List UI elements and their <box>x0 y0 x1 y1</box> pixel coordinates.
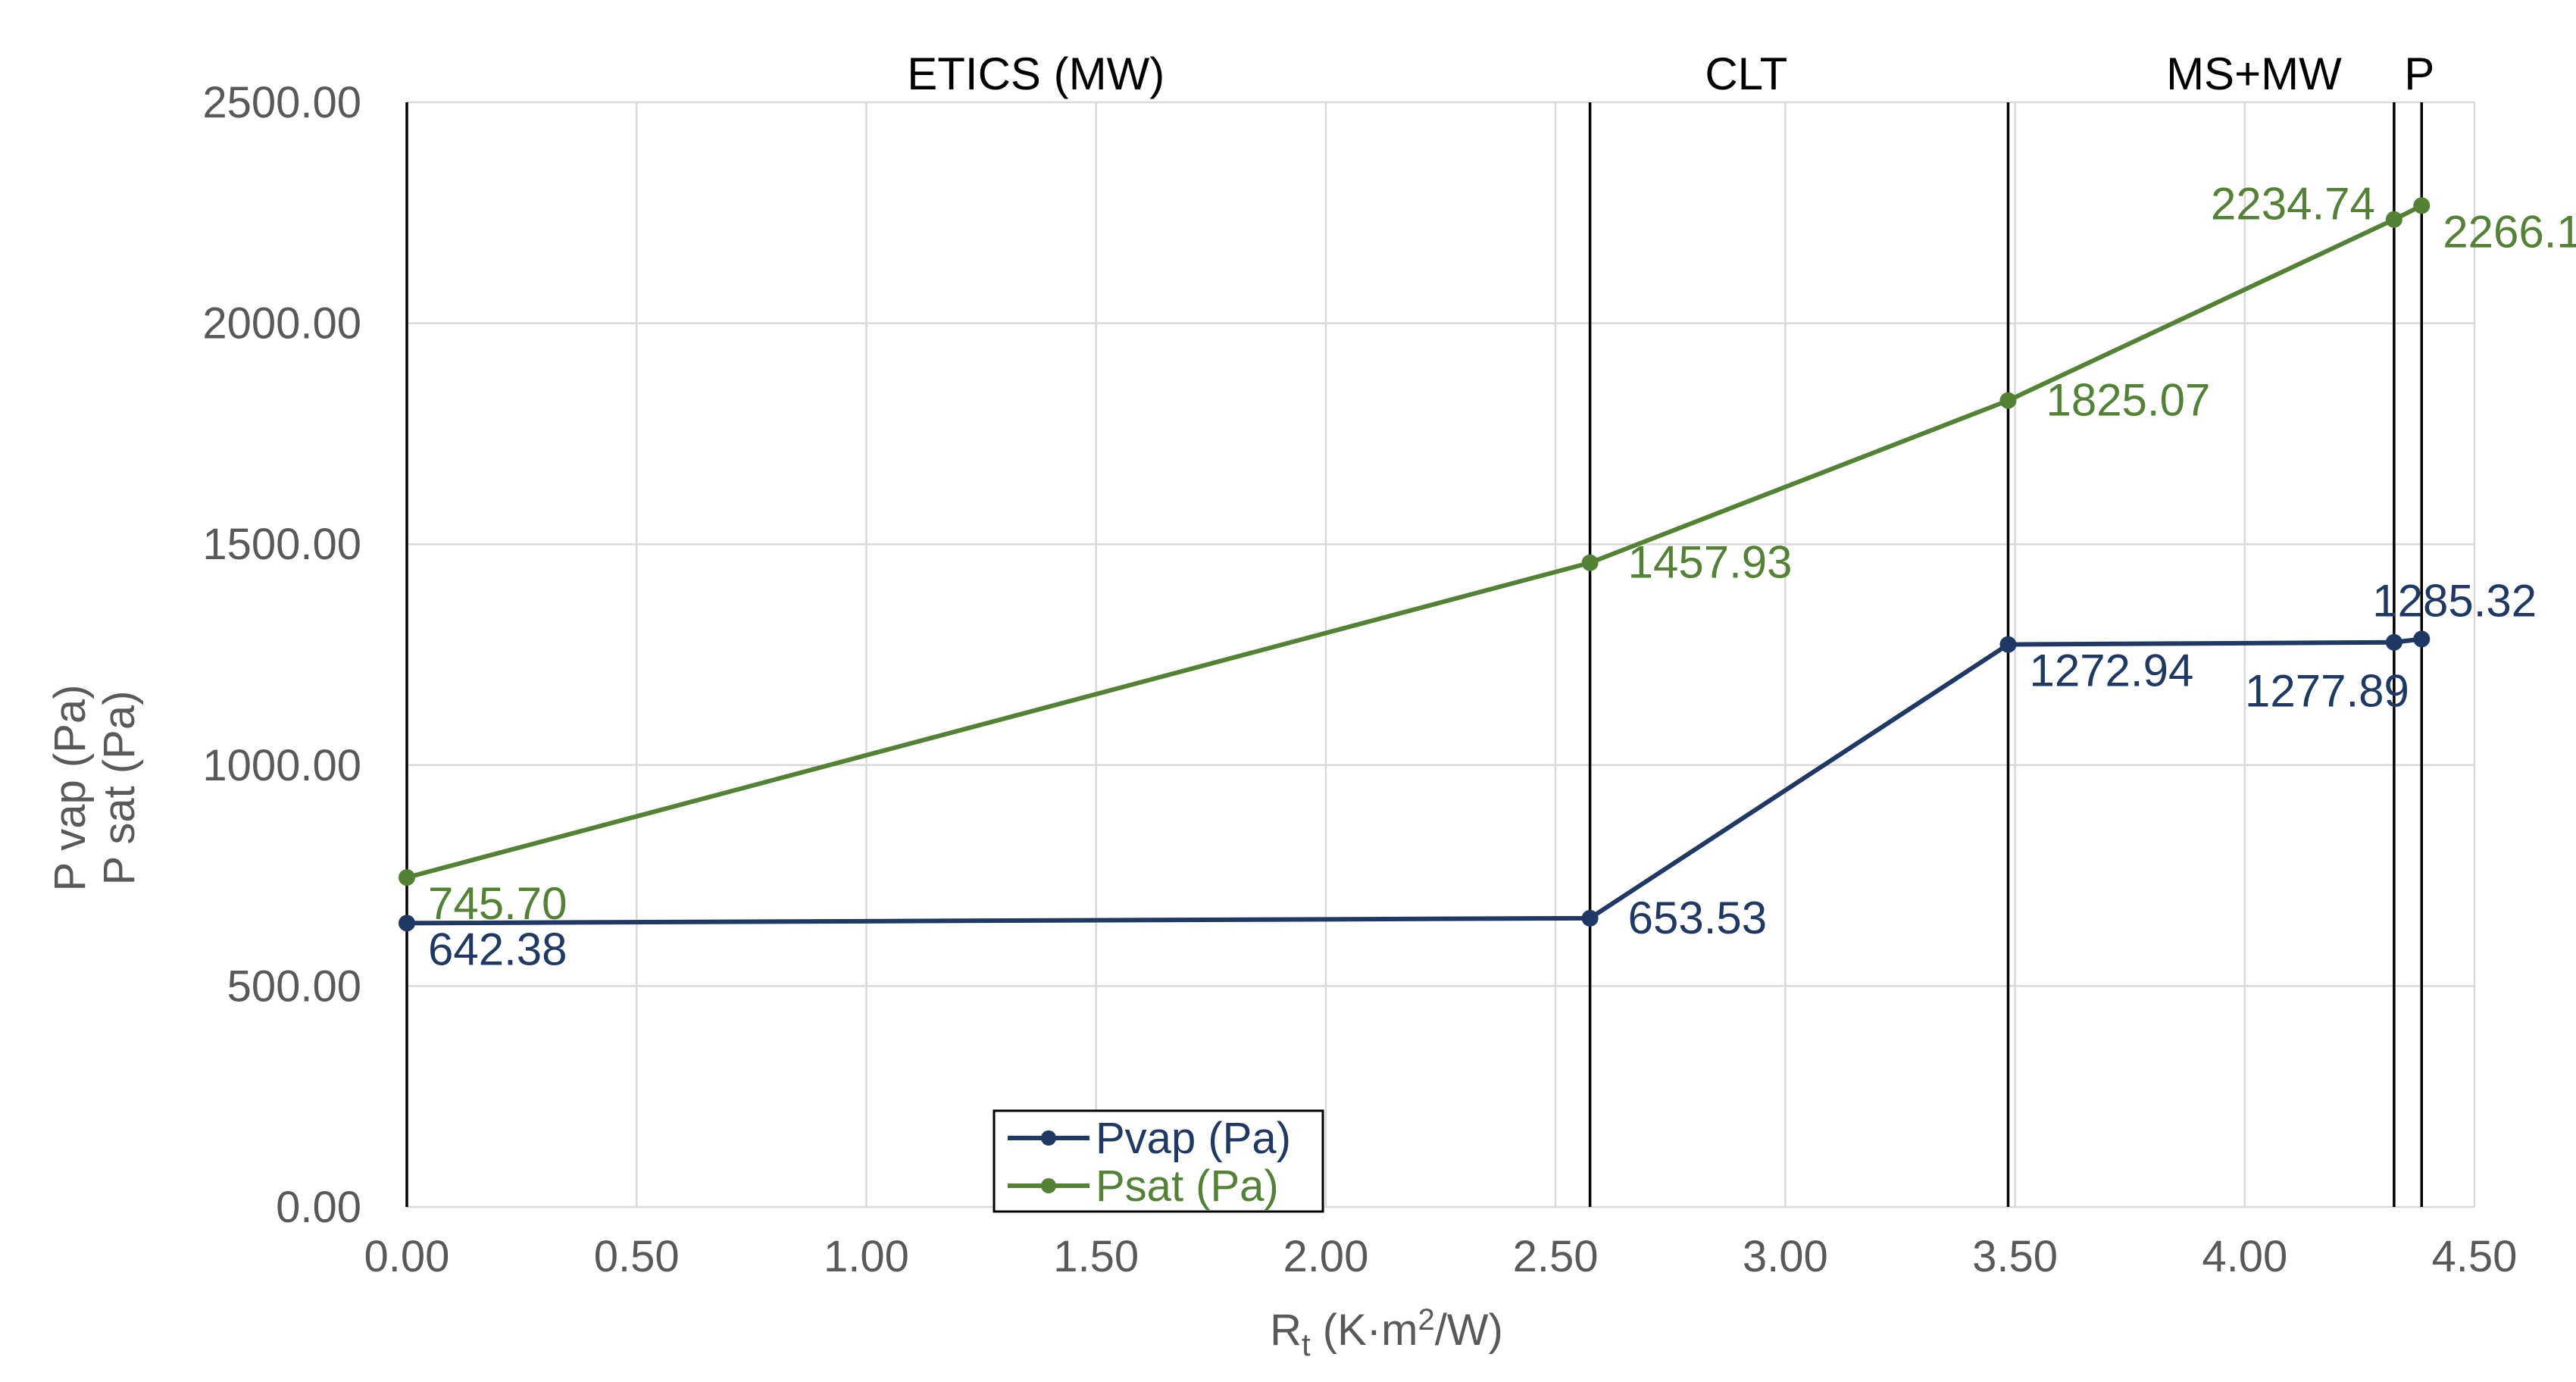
data-point-psat <box>2413 197 2431 214</box>
legend: Pvap (Pa) Psat (Pa) <box>993 1109 1324 1213</box>
y-tick-label: 0.00 <box>276 1183 361 1232</box>
data-point-pvap <box>1581 909 1599 927</box>
y-tick-label: 500.00 <box>227 961 361 1011</box>
data-label-pvap: 1272.94 <box>2029 646 2193 696</box>
legend-psat-label: Psat (Pa) <box>1096 1162 1279 1211</box>
layer-label: CLT <box>1705 48 1787 99</box>
data-label-psat: 1825.07 <box>2046 375 2210 426</box>
layer-labels: ETICS (MW) CLT MS+MW P <box>907 48 2434 99</box>
data-point-pvap <box>2385 633 2402 651</box>
data-label-psat: 2266.13 <box>2443 206 2576 257</box>
x-tick-label: 0.50 <box>594 1232 680 1281</box>
y-axis-title-line2: P sat (Pa) <box>95 691 144 886</box>
data-point-psat <box>399 869 415 886</box>
x-axis-ticks: 0.00 0.50 1.00 1.50 2.00 2.50 3.00 3.50 4.00 4.50 <box>364 1232 2518 1281</box>
x-tick-label: 2.50 <box>1513 1232 1599 1281</box>
layer-label: MS+MW <box>2166 48 2342 99</box>
data-point-psat <box>2385 211 2402 228</box>
x-tick-label: 3.50 <box>1972 1232 2058 1281</box>
y-tick-label: 2000.00 <box>202 299 361 349</box>
gridlines <box>405 101 2476 1208</box>
data-point-psat <box>1581 554 1599 571</box>
x-tick-label: 1.00 <box>824 1232 909 1281</box>
data-point-psat <box>1999 392 2017 409</box>
y-axis-ticks: 0.00 500.00 1000.00 1500.00 2000.00 2500.00 <box>202 78 361 1232</box>
x-tick-label: 2.00 <box>1283 1232 1368 1281</box>
data-label-psat: 1457.93 <box>1628 537 1793 588</box>
x-tick-label: 1.50 <box>1053 1232 1139 1281</box>
series <box>399 197 2431 932</box>
legend-pvap-label: Pvap (Pa) <box>1096 1114 1291 1163</box>
y-axis-title-line1: P vap (Pa) <box>45 685 95 892</box>
legend-psat-marker <box>1041 1178 1056 1193</box>
x-tick-label: 0.00 <box>364 1232 450 1281</box>
data-label-pvap: 653.53 <box>1628 893 1768 943</box>
x-tick-label: 4.00 <box>2202 1232 2287 1281</box>
y-tick-label: 2500.00 <box>202 78 361 127</box>
data-point-pvap <box>1999 636 2017 653</box>
data-label-psat: 2234.74 <box>2211 179 2375 230</box>
data-label-psat: 745.70 <box>428 878 567 929</box>
data-point-pvap <box>399 915 415 932</box>
data-label-pvap: 1285.32 <box>2372 575 2537 626</box>
data-point-pvap <box>2413 630 2431 648</box>
layer-label: P <box>2404 48 2434 99</box>
x-tick-label: 4.50 <box>2432 1232 2518 1281</box>
data-label-pvap: 1277.89 <box>2245 666 2409 717</box>
x-tick-label: 3.00 <box>1743 1232 1828 1281</box>
layer-label: ETICS (MW) <box>907 48 1165 99</box>
data-labels: 642.38 653.53 1272.94 1277.89 1285.32 745.70 1… <box>428 179 2576 975</box>
legend-pvap-marker <box>1041 1130 1056 1146</box>
legend-box <box>993 1109 1324 1213</box>
x-axis-title: Rt (K·m2/W) <box>1270 1303 1503 1362</box>
y-tick-label: 1500.00 <box>202 520 361 569</box>
data-label-pvap: 642.38 <box>428 924 567 974</box>
y-tick-label: 1000.00 <box>202 741 361 790</box>
layer-boundaries <box>405 102 2424 1207</box>
